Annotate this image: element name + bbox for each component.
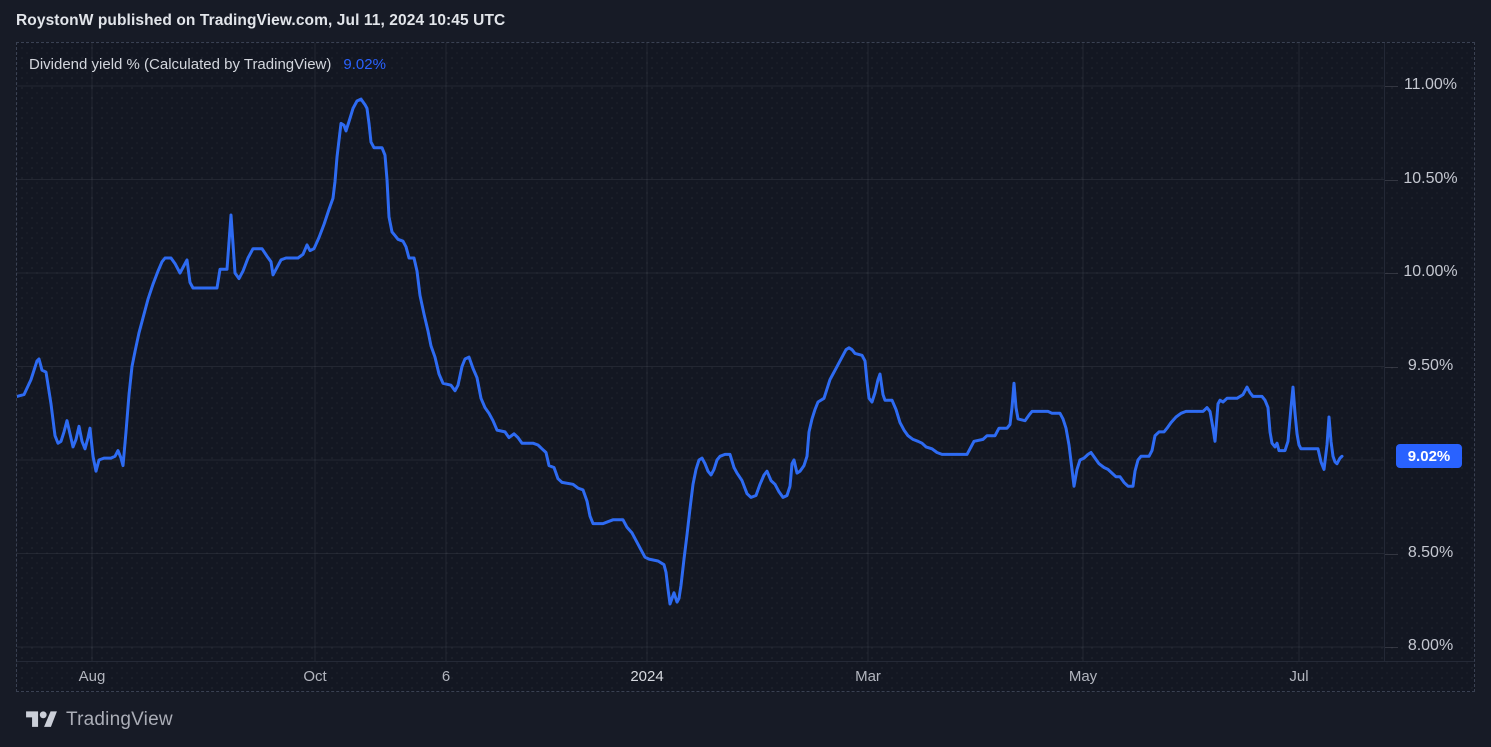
price-tick-mark: [1385, 647, 1398, 648]
price-axis-label: 8.50%: [1407, 544, 1454, 561]
legend: Dividend yield % (Calculated by TradingV…: [29, 56, 386, 73]
price-tick-mark: [1385, 367, 1398, 368]
price-axis-label: 10.00%: [1403, 263, 1458, 280]
time-axis-label: Oct: [303, 668, 327, 685]
last-price-badge: 9.02%: [1396, 444, 1462, 468]
footer: TradingView: [0, 692, 1491, 747]
price-axis-label: 9.50%: [1407, 357, 1454, 374]
price-tick-mark: [1385, 273, 1398, 274]
price-axis-label: 8.00%: [1407, 637, 1454, 654]
price-tick-mark: [1385, 554, 1398, 555]
price-axis-label: 11.00%: [1403, 76, 1458, 93]
legend-series-title: Dividend yield % (Calculated by TradingV…: [29, 56, 332, 73]
price-axis[interactable]: 9.02% 11.00% 10.50% 10.00% 9.50% 8.50% 8.00%: [1385, 43, 1476, 661]
price-tick-mark: [1385, 86, 1398, 87]
chart-widget: Dividend yield % (Calculated by TradingV…: [16, 42, 1475, 692]
time-axis-label: Aug: [78, 668, 106, 685]
time-axis[interactable]: Aug Oct 6 2024 Mar May Jul: [17, 661, 1474, 693]
chart-pane[interactable]: Dividend yield % (Calculated by TradingV…: [17, 43, 1385, 661]
tradingview-logo-icon[interactable]: [26, 708, 57, 732]
time-axis-label: Mar: [855, 668, 881, 685]
dividend-yield-line-chart: [17, 43, 1384, 661]
series-line: [17, 97, 1344, 606]
price-tick-mark: [1385, 180, 1398, 181]
publication-header: RoystonW published on TradingView.com, J…: [0, 0, 1491, 42]
time-axis-label: May: [1068, 668, 1098, 685]
price-axis-label: 10.50%: [1403, 170, 1458, 187]
legend-last-value: 9.02%: [343, 56, 386, 73]
tradingview-logo-text[interactable]: TradingView: [66, 708, 173, 730]
time-axis-label: 2024: [630, 668, 664, 685]
publication-attribution: RoystonW published on TradingView.com, J…: [16, 12, 506, 29]
time-axis-label: 6: [441, 668, 451, 685]
time-axis-label: Jul: [1289, 668, 1309, 685]
